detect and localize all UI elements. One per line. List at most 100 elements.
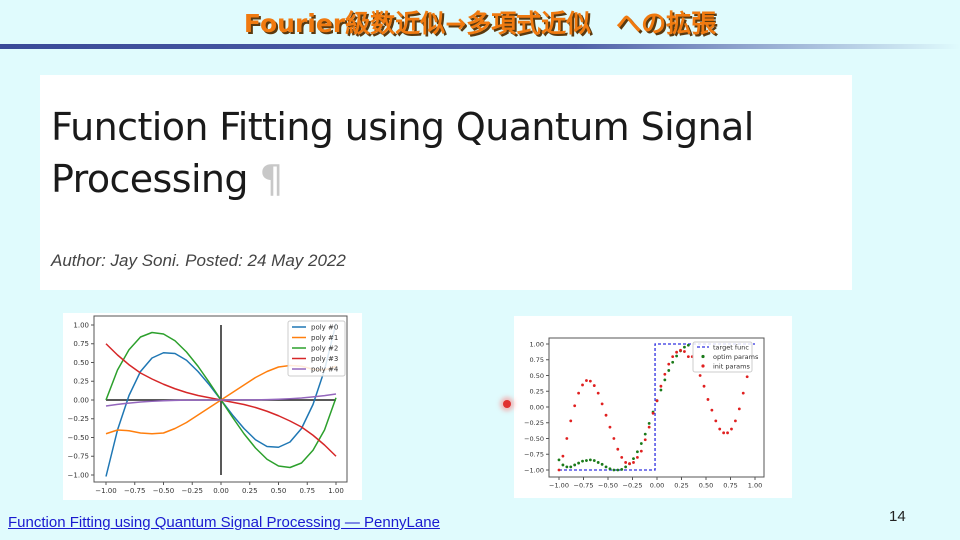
- optim-params-point: [686, 343, 690, 347]
- optim-params-point: [616, 468, 620, 472]
- y-tick-label: 0.00: [530, 403, 544, 411]
- init-params-point: [581, 383, 584, 387]
- legend-label: target func: [713, 343, 749, 351]
- legend-label: poly #2: [311, 344, 338, 352]
- legend-box: [692, 341, 753, 373]
- y-tick-label: 0.75: [73, 340, 89, 348]
- legend-label: poly #4: [311, 365, 339, 373]
- article-title: Function Fitting using Quantum Signal Pr…: [51, 101, 851, 205]
- pointer-indicator: [503, 400, 511, 408]
- optim-params-point: [561, 463, 565, 467]
- x-tick-label: 0.75: [299, 487, 315, 495]
- y-tick-label: 1.00: [73, 321, 89, 329]
- init-params-point: [741, 391, 745, 395]
- init-params-point: [745, 375, 749, 379]
- init-params-point: [679, 348, 682, 352]
- x-tick-label: 0.25: [242, 487, 258, 495]
- y-tick-label: −0.50: [68, 434, 89, 442]
- optim-params-point: [647, 421, 651, 425]
- article-author: Author: Jay Soni. Posted: 24 May 2022: [51, 251, 346, 270]
- optim-params-point: [592, 459, 596, 462]
- init-params-point: [710, 408, 714, 412]
- init-params-point: [636, 456, 639, 459]
- y-tick-label: 0.25: [73, 378, 89, 386]
- polynomial-chart-svg: −1.00 −0.75 −0.50 −0.25 0.00 0.25 0.50 0.75 1.00…: [68, 315, 348, 495]
- init-params-point: [632, 461, 635, 464]
- y-tick-label: 0.50: [73, 359, 89, 367]
- init-params-point: [686, 355, 690, 358]
- y-tick-label: 0.50: [530, 372, 544, 380]
- init-params-point: [734, 419, 737, 423]
- optim-params-point: [663, 378, 667, 382]
- init-params-point: [592, 384, 596, 387]
- y-tick-label: −1.00: [524, 466, 544, 474]
- permalink-pilcrow[interactable]: ¶: [259, 157, 283, 201]
- x-tick-label: 0.00: [650, 482, 664, 490]
- y-tick-label: 0.75: [530, 356, 544, 364]
- legend-label: poly #0: [311, 323, 338, 331]
- optim-params-point: [565, 465, 569, 469]
- init-params-point: [565, 437, 569, 440]
- optim-params-point: [581, 459, 584, 463]
- y-tick-label: −0.25: [524, 419, 544, 427]
- init-params-point: [651, 411, 655, 415]
- series-line-poly-4: [105, 393, 337, 407]
- x-tick-label: −1.00: [549, 482, 569, 490]
- init-params-point: [714, 419, 718, 423]
- x-tick-label: 0.75: [723, 482, 737, 490]
- init-params-point: [643, 438, 647, 442]
- legend-label: poly #1: [311, 334, 338, 342]
- y-tick-label: −0.75: [524, 451, 544, 459]
- init-params-point: [722, 431, 726, 435]
- x-tick-label: 0.50: [699, 482, 713, 490]
- legend-marker: [701, 364, 705, 368]
- init-params-point: [588, 379, 592, 383]
- optim-params-point: [632, 457, 635, 461]
- page-number: 14: [889, 508, 906, 525]
- init-params-point: [569, 419, 573, 423]
- y-tick-label: −0.25: [68, 415, 89, 423]
- x-tick-label: 0.00: [213, 487, 229, 495]
- optim-params-point: [624, 465, 628, 469]
- y-tick-label: 0.25: [530, 388, 544, 396]
- init-params-point: [557, 468, 561, 472]
- optim-params-point: [577, 461, 580, 465]
- init-params-point: [659, 384, 663, 388]
- init-params-point: [655, 399, 659, 403]
- pennylane-link[interactable]: Function Fitting using Quantum Signal Pr…: [8, 514, 440, 531]
- optim-params-point: [569, 465, 573, 469]
- init-params-point: [585, 379, 588, 382]
- x-tick-label: −0.75: [124, 487, 145, 495]
- x-tick-label: −0.25: [623, 482, 643, 490]
- title-divider: [0, 44, 960, 49]
- optim-params-point: [667, 369, 671, 372]
- fit-result-chart: −1.00 −0.75 −0.50 −0.25 0.00 0.25 0.50 0.75 1.00…: [514, 316, 792, 498]
- y-tick-label: −0.50: [524, 435, 544, 443]
- optim-params-point: [639, 442, 643, 445]
- article-title-text: Function Fitting using Quantum Signal Pr…: [51, 105, 754, 201]
- optim-params-point: [604, 465, 608, 469]
- init-params-point: [596, 391, 600, 395]
- init-params-point: [647, 425, 651, 429]
- legend-marker: [701, 354, 705, 359]
- x-tick-label: 1.00: [748, 482, 762, 490]
- init-params-point: [675, 350, 678, 354]
- legend-label: init params: [713, 362, 750, 370]
- y-tick-label: −1.00: [68, 471, 89, 479]
- init-params-point: [737, 407, 741, 411]
- init-params-point: [620, 456, 624, 459]
- init-params-point: [628, 462, 631, 466]
- optim-params-point: [620, 467, 624, 471]
- optim-params-point: [557, 458, 561, 462]
- init-params-point: [573, 404, 577, 408]
- init-params-point: [698, 374, 702, 377]
- init-params-point: [604, 413, 608, 417]
- init-params-point: [639, 449, 643, 453]
- optim-params-point: [573, 463, 577, 467]
- init-params-point: [608, 425, 612, 429]
- fit-result-chart-svg: −1.00 −0.75 −0.50 −0.25 0.00 0.25 0.50 0.75 1.00…: [524, 337, 765, 490]
- init-params-point: [667, 362, 671, 366]
- legend-box: [287, 320, 346, 377]
- optim-params-point: [585, 459, 588, 462]
- optim-params-point: [671, 360, 675, 364]
